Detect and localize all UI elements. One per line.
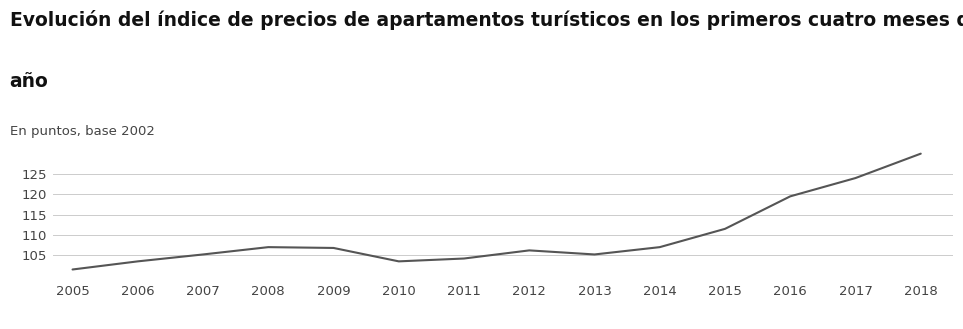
Text: En puntos, base 2002: En puntos, base 2002 [10,125,154,138]
Text: año: año [10,72,48,91]
Text: Evolución del índice de precios de apartamentos turísticos en los primeros cuatr: Evolución del índice de precios de apart… [10,10,963,30]
